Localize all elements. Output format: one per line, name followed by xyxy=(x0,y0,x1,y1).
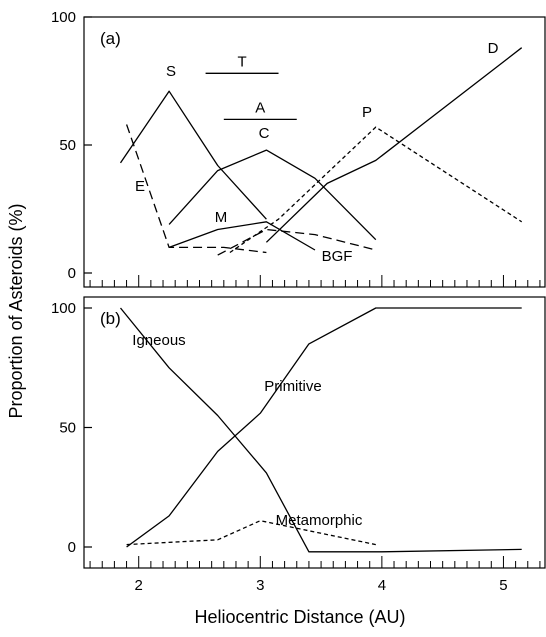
panel-label: (b) xyxy=(100,309,121,328)
y-axis-title: Proportion of Asteroids (%) xyxy=(6,203,26,418)
x-tick-label: 2 xyxy=(135,577,143,594)
series-label-e: E xyxy=(135,178,145,195)
series-label-primitive: Primitive xyxy=(264,378,322,395)
series-label-c: C xyxy=(259,125,270,142)
series-line-d xyxy=(265,47,523,243)
series-line-metamorphic xyxy=(126,520,376,546)
x-axis-title: Heliocentric Distance (AU) xyxy=(194,607,405,627)
series-label-metamorphic: Metamorphic xyxy=(276,512,363,529)
y-tick-label: 0 xyxy=(68,265,76,282)
series-label-s: S xyxy=(166,63,176,80)
series-label-bgf: BGF xyxy=(322,248,353,265)
y-tick-label: 100 xyxy=(51,300,76,317)
panel-a: 0 50 100 (a) S C M D E BGF P T A xyxy=(51,9,546,288)
y-tick-label: 50 xyxy=(59,420,76,437)
series-label-m: M xyxy=(215,209,228,226)
series-line-primitive xyxy=(126,307,522,548)
panel-frame xyxy=(83,296,546,569)
series-label-p: P xyxy=(362,104,372,121)
series-line-m xyxy=(168,221,316,251)
series-label-igneous: Igneous xyxy=(132,332,185,349)
x-tick-label: 4 xyxy=(378,577,386,594)
y-tick-label: 100 xyxy=(51,9,76,26)
series-line-c xyxy=(168,149,377,241)
range-bar-label-a: A xyxy=(255,99,265,116)
panel-frame xyxy=(83,16,546,288)
panel-b: 0 50 100 (b) Igneous Primitive Metamorphic xyxy=(51,296,546,569)
series-label-d: D xyxy=(488,40,499,57)
range-bar-label-t: T xyxy=(237,53,246,70)
series-line-p xyxy=(229,126,523,254)
panel-label: (a) xyxy=(100,29,121,48)
series-line-s xyxy=(119,90,267,220)
series-line-e xyxy=(125,124,267,254)
y-tick-label: 0 xyxy=(68,539,76,556)
y-tick-label: 50 xyxy=(59,137,76,154)
series-line-igneous xyxy=(119,307,522,553)
x-tick-label: 3 xyxy=(256,577,264,594)
x-tick-label: 5 xyxy=(499,577,507,594)
